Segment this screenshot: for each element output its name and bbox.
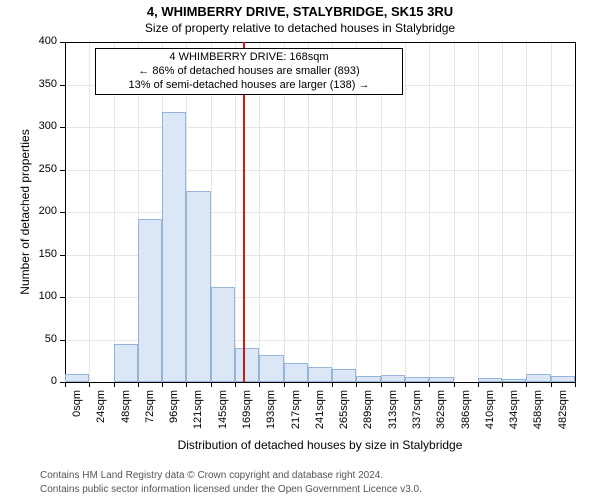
x-tick-label: 458sqm — [532, 390, 544, 440]
x-tick-label: 72sqm — [144, 390, 156, 440]
x-tick-mark — [356, 382, 357, 387]
histogram-bar — [259, 355, 283, 382]
x-tick-mark — [551, 382, 552, 387]
histogram-bar — [478, 378, 502, 382]
grid-line-v — [429, 43, 430, 381]
x-tick-mark — [211, 382, 212, 387]
x-tick-label: 337sqm — [411, 390, 423, 440]
grid-line-v — [478, 43, 479, 381]
histogram-bar — [332, 369, 356, 382]
grid-line-v — [551, 43, 552, 381]
histogram-bar — [138, 219, 162, 382]
x-tick-mark — [162, 382, 163, 387]
y-tick-label: 50 — [0, 333, 57, 345]
x-tick-label: 482sqm — [557, 390, 569, 440]
x-axis-label: Distribution of detached houses by size … — [65, 438, 575, 452]
x-tick-label: 289sqm — [362, 390, 374, 440]
x-tick-mark — [65, 382, 66, 387]
chart-title-main: 4, WHIMBERRY DRIVE, STALYBRIDGE, SK15 3R… — [0, 4, 600, 19]
x-tick-mark — [308, 382, 309, 387]
grid-line-v — [89, 43, 90, 381]
x-tick-mark — [138, 382, 139, 387]
histogram-bar — [551, 376, 575, 382]
histogram-bar — [284, 363, 308, 382]
histogram-bar — [429, 377, 453, 382]
histogram-bar — [186, 191, 210, 382]
x-tick-mark — [89, 382, 90, 387]
y-tick-label: 400 — [0, 35, 57, 47]
grid-line-h — [66, 127, 574, 128]
x-tick-label: 169sqm — [241, 390, 253, 440]
x-tick-mark — [114, 382, 115, 387]
info-line-1: 4 WHIMBERRY DRIVE: 168sqm — [104, 51, 394, 65]
x-tick-label: 0sqm — [71, 390, 83, 440]
x-tick-mark — [186, 382, 187, 387]
x-tick-mark — [284, 382, 285, 387]
x-tick-mark — [405, 382, 406, 387]
histogram-bar — [526, 374, 550, 383]
histogram-bar — [235, 348, 259, 382]
y-tick-mark — [60, 212, 65, 213]
grid-line-h — [66, 170, 574, 171]
x-tick-label: 386sqm — [460, 390, 472, 440]
y-tick-mark — [60, 85, 65, 86]
y-tick-mark — [60, 170, 65, 171]
y-tick-mark — [60, 127, 65, 128]
x-tick-mark — [259, 382, 260, 387]
x-tick-mark — [478, 382, 479, 387]
x-tick-label: 434sqm — [508, 390, 520, 440]
histogram-bar — [308, 367, 332, 382]
histogram-bar — [114, 344, 138, 382]
histogram-bar — [65, 374, 89, 383]
x-tick-label: 217sqm — [290, 390, 302, 440]
info-line-2: ← 86% of detached houses are smaller (89… — [104, 65, 394, 79]
x-tick-label: 145sqm — [217, 390, 229, 440]
x-tick-label: 48sqm — [120, 390, 132, 440]
grid-line-h — [66, 212, 574, 213]
histogram-bar — [405, 377, 429, 382]
info-line-3: 13% of semi-detached houses are larger (… — [104, 79, 394, 93]
y-tick-mark — [60, 297, 65, 298]
histogram-bar — [162, 112, 186, 382]
x-tick-mark — [454, 382, 455, 387]
histogram-bar — [211, 287, 235, 382]
x-tick-label: 265sqm — [338, 390, 350, 440]
grid-line-v — [454, 43, 455, 381]
grid-line-v — [526, 43, 527, 381]
histogram-bar — [356, 376, 380, 382]
grid-line-v — [502, 43, 503, 381]
x-tick-label: 410sqm — [484, 390, 496, 440]
x-tick-label: 193sqm — [265, 390, 277, 440]
x-tick-label: 121sqm — [192, 390, 204, 440]
x-tick-label: 313sqm — [387, 390, 399, 440]
info-box: 4 WHIMBERRY DRIVE: 168sqm← 86% of detach… — [95, 48, 403, 95]
y-tick-mark — [60, 255, 65, 256]
histogram-bar — [381, 375, 405, 382]
x-tick-mark — [235, 382, 236, 387]
x-axis-line — [65, 382, 575, 383]
y-axis-label: Number of detached properties — [18, 112, 32, 312]
x-tick-label: 24sqm — [95, 390, 107, 440]
x-tick-label: 241sqm — [314, 390, 326, 440]
y-tick-mark — [60, 340, 65, 341]
x-tick-label: 96sqm — [168, 390, 180, 440]
x-tick-mark — [429, 382, 430, 387]
x-tick-mark — [502, 382, 503, 387]
footer-line-2: Contains public sector information licen… — [40, 484, 422, 495]
x-tick-mark — [332, 382, 333, 387]
y-tick-label: 0 — [0, 375, 57, 387]
grid-line-v — [405, 43, 406, 381]
footer-line-1: Contains HM Land Registry data © Crown c… — [40, 470, 383, 481]
x-tick-mark — [575, 382, 576, 387]
chart-title-sub: Size of property relative to detached ho… — [0, 21, 600, 35]
x-tick-mark — [526, 382, 527, 387]
histogram-bar — [502, 379, 526, 382]
x-tick-mark — [381, 382, 382, 387]
y-tick-label: 350 — [0, 78, 57, 90]
y-tick-mark — [60, 42, 65, 43]
x-tick-label: 362sqm — [435, 390, 447, 440]
